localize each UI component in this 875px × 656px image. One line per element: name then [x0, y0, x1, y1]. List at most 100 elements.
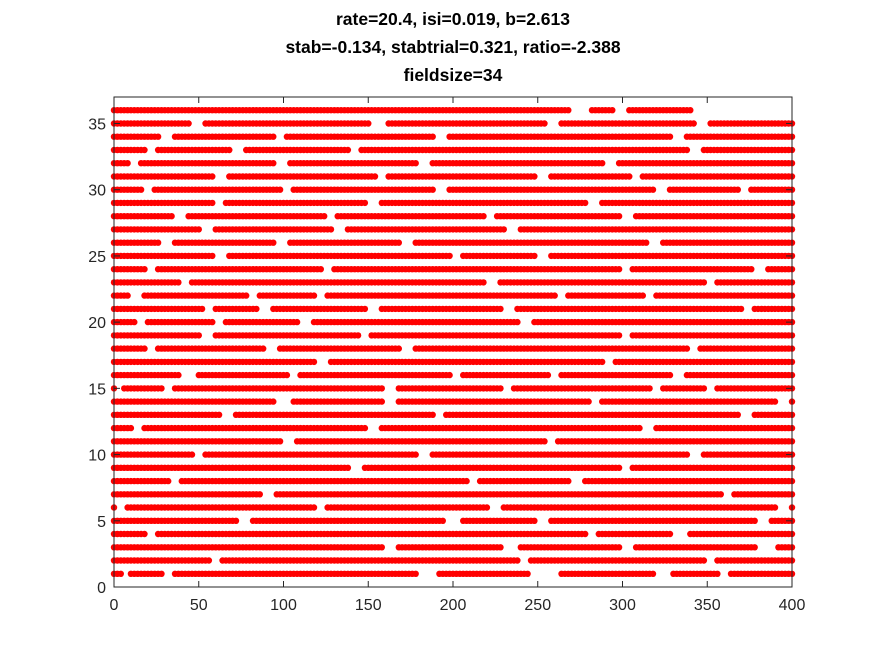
spike-point [361, 424, 369, 432]
spike-point [412, 451, 419, 458]
spike-row-1 [110, 570, 796, 577]
spike-point [412, 570, 419, 577]
spike-point [646, 385, 653, 392]
spike-point [283, 371, 291, 379]
spike-row-8 [110, 477, 796, 485]
spike-point [378, 398, 385, 405]
spike-point [327, 226, 335, 233]
spike-point [717, 491, 724, 498]
spike-point [165, 477, 172, 485]
spike-point [544, 371, 552, 379]
spike-point [531, 517, 538, 524]
spike-point [497, 385, 504, 392]
spike-point [209, 252, 216, 260]
spike-point [158, 385, 165, 392]
spike-point [446, 371, 453, 379]
spike-point [344, 464, 352, 471]
spike-point [243, 292, 250, 299]
spike-point [141, 345, 148, 352]
spike-row-2 [110, 557, 796, 564]
spike-row-26 [110, 239, 796, 246]
spike-point [127, 424, 135, 432]
spike-point [514, 318, 521, 326]
chart-title-line-2: stab=-0.134, stabtrial=0.321, ratio=-2.3… [285, 37, 620, 57]
spike-point [446, 252, 453, 260]
spike-row-23 [110, 279, 796, 286]
spike-point [198, 305, 206, 313]
spike-point [395, 345, 402, 352]
spike-point [734, 411, 741, 418]
spike-point [541, 438, 548, 445]
spike-point [439, 517, 446, 524]
spike-point [131, 318, 138, 326]
spike-point [310, 358, 318, 366]
chart-title-line-1: rate=20.4, isi=0.019, b=2.613 [336, 9, 570, 29]
spike-point [378, 385, 385, 392]
spike-point [751, 544, 758, 551]
spike-point [175, 279, 182, 286]
spike-point [565, 477, 572, 485]
spike-point [551, 292, 558, 299]
spike-point [531, 252, 538, 260]
spike-point [639, 292, 646, 299]
spike-point [714, 570, 721, 577]
spike-point [748, 266, 755, 273]
spike-point [270, 398, 277, 405]
spike-row-14 [110, 398, 796, 405]
spike-point [585, 398, 592, 405]
spike-row-27 [110, 226, 796, 233]
spike-point [310, 292, 318, 299]
spike-point [293, 318, 301, 326]
spike-row-3 [110, 544, 796, 551]
spike-point [232, 517, 240, 524]
spike-row-9 [110, 464, 796, 471]
spike-row-6 [110, 504, 796, 511]
spike-markers [110, 107, 796, 577]
spike-row-11 [110, 438, 796, 445]
chart-title-line-3: fieldsize=34 [404, 65, 503, 85]
spike-point [195, 226, 202, 233]
spike-point [649, 570, 657, 577]
spike-point [737, 305, 745, 313]
spike-point [354, 332, 362, 339]
spike-point [771, 504, 779, 511]
spike-row-13 [110, 411, 796, 418]
spike-point [497, 544, 504, 551]
spike-point [209, 318, 216, 326]
spike-point [175, 371, 182, 379]
spike-point [310, 504, 318, 511]
spike-point [615, 544, 623, 551]
spike-point [666, 530, 674, 538]
spike-row-17 [110, 358, 796, 366]
spike-point [260, 345, 267, 352]
spike-row-7 [110, 491, 796, 498]
spike-point [615, 266, 623, 273]
spike-point [514, 557, 521, 564]
spike-point [429, 411, 436, 418]
spike-point [215, 411, 223, 418]
spike-point [205, 557, 213, 564]
spike-point [615, 464, 623, 471]
spike-point [751, 517, 758, 524]
spike-point [683, 345, 691, 352]
spike-row-12 [110, 424, 796, 432]
spike-point [276, 438, 284, 445]
spike-point [158, 570, 165, 577]
spike-point [378, 544, 385, 551]
spike-row-5 [110, 517, 796, 524]
spike-point [524, 570, 531, 577]
spike-point [666, 371, 674, 379]
spike-point [270, 239, 277, 246]
spike-point [141, 266, 148, 273]
spike-row-22 [110, 292, 796, 299]
spike-point [195, 332, 202, 339]
spike-point [636, 424, 643, 432]
spike-point [154, 239, 162, 246]
spike-point [463, 477, 470, 485]
spike-point [317, 266, 324, 273]
spike-point [700, 557, 708, 564]
spike-row-15 [110, 385, 796, 392]
spike-point [395, 239, 402, 246]
spike-point [497, 305, 504, 313]
spike-row-24 [110, 266, 796, 273]
